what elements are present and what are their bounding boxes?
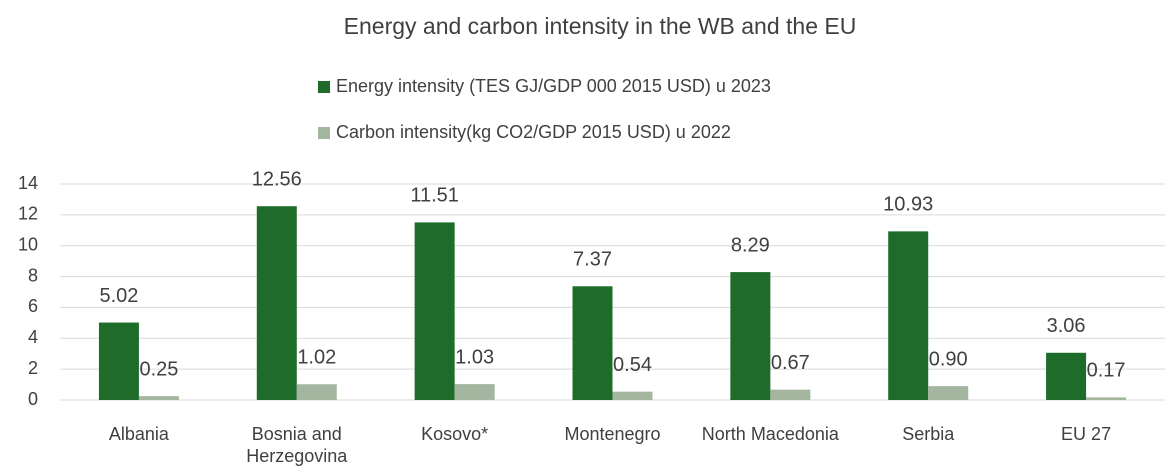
y-tick-label: 8 [28, 265, 38, 285]
legend-label: Carbon intensity(kg CO2/GDP 2015 USD) u … [336, 122, 731, 142]
data-label: 5.02 [99, 285, 138, 307]
y-tick-label: 0 [28, 389, 38, 409]
bar [1086, 397, 1127, 400]
x-tick-label: Serbia [902, 424, 955, 444]
y-tick-label: 14 [18, 173, 38, 193]
x-tick-label: North Macedonia [701, 424, 839, 444]
y-tick-label: 2 [28, 358, 38, 378]
y-tick-label: 4 [28, 327, 38, 347]
data-label: 0.25 [139, 358, 178, 380]
legend-label: Energy intensity (TES GJ/GDP 000 2015 US… [336, 76, 771, 96]
data-label: 1.02 [297, 347, 336, 369]
data-label: 3.06 [1047, 315, 1086, 337]
bar [138, 396, 179, 400]
x-tick-label: Montenegro [564, 424, 661, 444]
bar [572, 286, 613, 400]
bar [770, 389, 811, 400]
data-label: 0.67 [771, 352, 810, 374]
data-label: 0.90 [929, 348, 968, 370]
data-label: 12.56 [252, 168, 302, 190]
x-tick-label: Bosnia and Herzegovina [246, 424, 348, 466]
data-label: 0.54 [613, 354, 652, 376]
chart-title: Energy and carbon intensity in the WB an… [344, 13, 857, 39]
x-tick-label: Albania [108, 424, 169, 444]
y-tick-label: 6 [28, 296, 38, 316]
bar [730, 272, 771, 400]
data-label: 11.51 [410, 185, 459, 207]
bar [256, 206, 297, 400]
bar [296, 384, 337, 400]
bar [414, 222, 455, 400]
x-tick-label: EU 27 [1061, 424, 1112, 444]
legend-swatch [318, 127, 330, 139]
bar [454, 384, 495, 400]
data-label: 0.17 [1087, 360, 1126, 382]
bar [1046, 352, 1087, 400]
x-tick-label: Kosovo* [421, 424, 489, 444]
y-tick-label: 10 [18, 234, 38, 254]
bar [98, 322, 139, 400]
data-label: 10.93 [883, 194, 933, 216]
data-label: 8.29 [731, 234, 770, 256]
bar [888, 231, 929, 400]
bar [612, 391, 653, 400]
legend-swatch [318, 81, 330, 93]
y-tick-label: 12 [18, 204, 38, 224]
data-label: 1.03 [455, 346, 494, 368]
bar [928, 386, 969, 400]
data-label: 7.37 [573, 249, 612, 271]
